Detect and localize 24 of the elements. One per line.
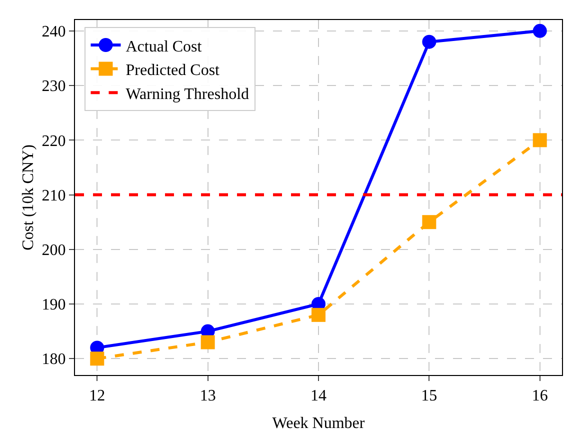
- point: [312, 308, 326, 322]
- y-tick-label: 230: [42, 78, 66, 96]
- point: [422, 215, 436, 230]
- x-axis-title: Week Number: [272, 415, 366, 432]
- legend-label: Predicted Cost: [126, 62, 220, 80]
- x-tick-label: 12: [89, 387, 106, 404]
- x-tick-label: 15: [421, 387, 438, 404]
- point: [90, 352, 104, 366]
- point: [422, 34, 436, 49]
- y-tick-label: 210: [42, 187, 66, 204]
- y-axis-title: Cost (10k CNY): [20, 144, 37, 250]
- x-tick-label: 14: [310, 387, 326, 404]
- y-tick-label: 180: [42, 351, 66, 368]
- x-tick-label: 16: [532, 387, 548, 404]
- point: [200, 335, 215, 350]
- y-tick-label: 200: [42, 242, 66, 259]
- point: [532, 133, 547, 148]
- y-tick-label: 220: [42, 132, 66, 150]
- legend-label: Actual Cost: [126, 38, 202, 56]
- y-tick-label: 190: [42, 296, 66, 314]
- y-tick-label: 240: [42, 24, 66, 41]
- x-tick-label: 13: [200, 387, 216, 404]
- legend-label: Warning Threshold: [126, 86, 250, 103]
- point: [532, 24, 547, 38]
